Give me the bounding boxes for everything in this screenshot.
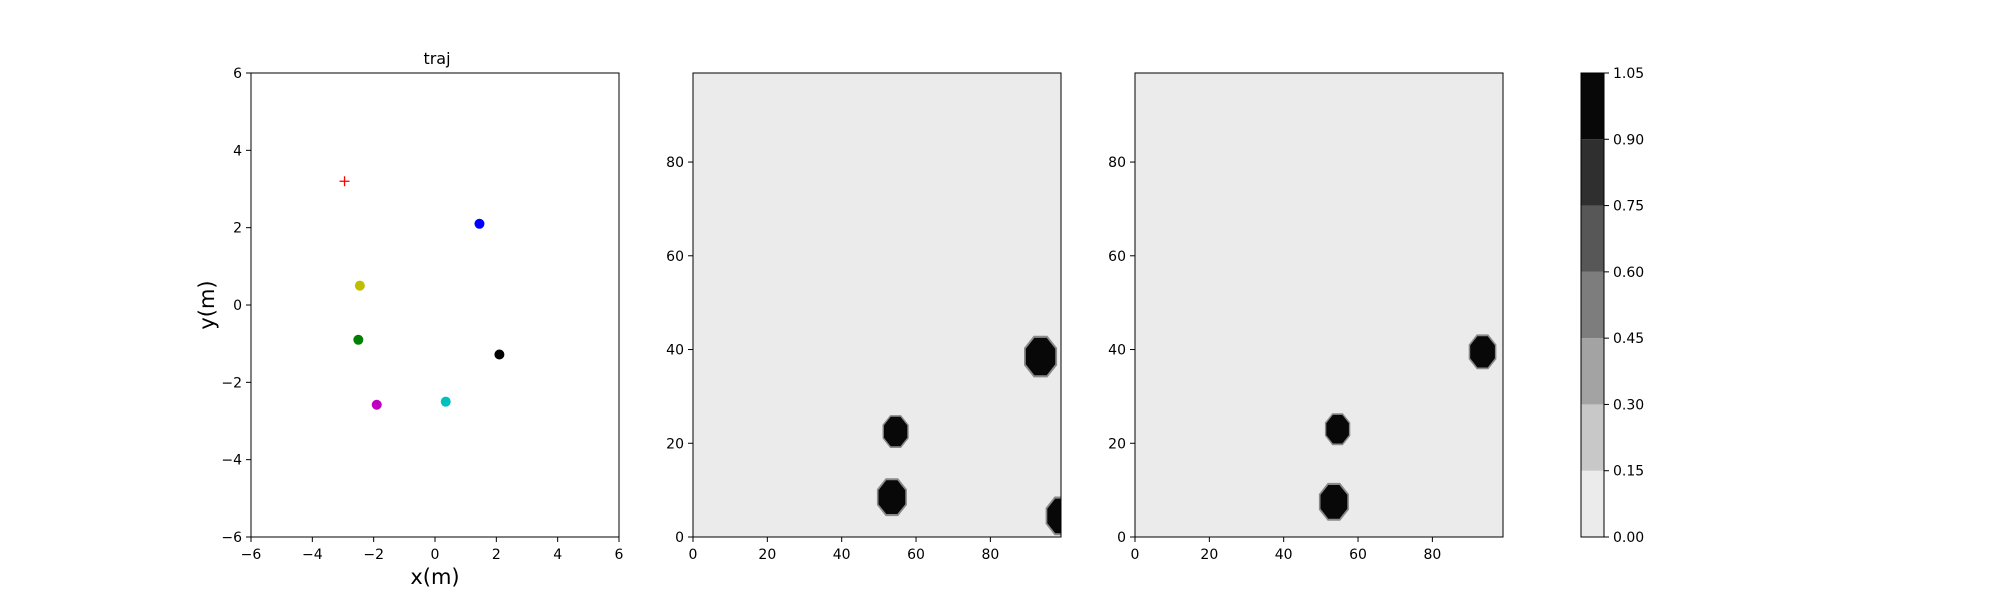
agent-point	[494, 349, 505, 360]
colorbar-band	[1581, 205, 1604, 272]
chart_data.0-x-tick-label: −2	[363, 547, 384, 563]
chart_data.1-y-tick-label: 0	[675, 530, 684, 546]
traj-title: traj	[423, 49, 450, 68]
colorbar-tick-label: 0.75	[1613, 199, 1644, 215]
chart_data.1-x-tick-label: 0	[689, 547, 698, 563]
traj-x-axis-label: x(m)	[410, 565, 459, 589]
colorbar-tick-label: 0.30	[1613, 397, 1644, 413]
agent-point	[474, 218, 485, 229]
obstacle-blob	[882, 415, 909, 448]
traj-y-axis-label: y(m)	[195, 280, 219, 329]
chart_data.0-x-tick-label: 6	[615, 547, 624, 563]
colorbar-band	[1581, 404, 1604, 471]
colorbar-tick-label: 0.60	[1613, 265, 1644, 281]
chart_data.0-y-tick-label: −2	[221, 375, 242, 391]
chart_data.2-y-tick-label: 40	[1108, 343, 1126, 359]
obstacle-blob	[1318, 482, 1349, 521]
colorbar-band	[1581, 139, 1604, 206]
chart_data.1-y-tick-label: 60	[666, 249, 684, 265]
chart_data.0-y-tick-label: 6	[233, 66, 242, 82]
chart_data.0-y-tick-label: 2	[233, 221, 242, 237]
map-b-plot-frame	[1134, 72, 1504, 538]
goal-marker	[339, 176, 350, 187]
chart_data.1-x-tick-label: 20	[758, 547, 776, 563]
map-b-subplot: 0 20 40 60 80 0 20 40 60 80	[1108, 72, 1504, 563]
chart_data.0-y-tick-label: 0	[233, 298, 242, 314]
chart_data.2-y-tick-label: 80	[1108, 155, 1126, 171]
chart_data.2-y-tick-label: 0	[1117, 530, 1126, 546]
colorbar: 0.00 0.15 0.30 0.45 0.60 0.75 0.90 1.05	[1580, 66, 1644, 546]
chart_data.1-y-tick-label: 40	[666, 343, 684, 359]
obstacle-blob	[1024, 335, 1058, 378]
chart_data.1-x-tick-label: 60	[907, 547, 925, 563]
chart_data.2-x-tick-label: 60	[1349, 547, 1367, 563]
agent-point	[354, 280, 365, 291]
chart_data.2-y-tick-label: 60	[1108, 249, 1126, 265]
chart_data.0-y-tick-label: −6	[221, 530, 242, 546]
traj-marks	[339, 176, 505, 410]
colorbar-band	[1581, 271, 1604, 339]
colorbar-tick-label: 0.00	[1613, 530, 1644, 546]
chart_data.2-x-tick-label: 40	[1275, 547, 1293, 563]
traj-y-axis: −6 −4 −2 0 2 4 6	[221, 66, 251, 546]
obstacle-blob	[1045, 496, 1061, 536]
colorbar-tick-label: 0.45	[1613, 331, 1644, 347]
chart_data.0-y-tick-label: 4	[233, 143, 242, 159]
colorbar-bands	[1581, 73, 1604, 537]
chart_data.1-y-tick-label: 80	[666, 155, 684, 171]
agent-point	[440, 396, 451, 407]
map-a-x-axis: 0 20 40 60 80	[689, 537, 999, 563]
obstacle-blob	[876, 478, 907, 517]
map-a-y-axis: 0 20 40 60 80	[666, 155, 693, 546]
map-a-subplot: 0 20 40 60 80 0 20 40 60 80	[666, 72, 1062, 563]
chart_data.2-x-tick-label: 20	[1200, 547, 1218, 563]
traj-plot-frame	[250, 72, 620, 538]
traj-x-axis: −6 −4 −2 0 2 4 6	[241, 537, 624, 563]
chart_data.0-x-tick-label: 2	[492, 547, 501, 563]
map-a-marks	[876, 335, 1061, 536]
colorbar-tick-label: 0.90	[1613, 132, 1644, 148]
obstacle-blob	[1324, 413, 1351, 446]
colorbar-band	[1581, 338, 1604, 405]
agent-point	[353, 334, 364, 345]
chart_data.0-x-tick-label: −4	[302, 547, 323, 563]
map-b-marks	[1318, 334, 1497, 521]
colorbar-band	[1581, 470, 1604, 537]
chart_data.1-x-tick-label: 40	[833, 547, 851, 563]
colorbar-tick-label: 0.15	[1613, 464, 1644, 480]
chart_data.1-y-tick-label: 20	[666, 436, 684, 452]
map-b-x-axis: 0 20 40 60 80	[1131, 537, 1441, 563]
agent-point	[371, 399, 382, 410]
colorbar-band	[1581, 73, 1604, 140]
traj-subplot: traj −6 −4 −2 0 2 4 6 −6 −4 −2 0 2 4 6 x(m) y(m)	[195, 49, 624, 589]
chart_data.0-x-tick-label: 0	[431, 547, 440, 563]
chart_data.0-x-tick-label: −6	[241, 547, 262, 563]
colorbar-tick-label: 1.05	[1613, 66, 1644, 82]
map-a-background	[693, 73, 1061, 537]
chart_data.1-x-tick-label: 80	[981, 547, 999, 563]
map-b-background	[1135, 73, 1503, 537]
map-a-plot-frame	[692, 72, 1062, 538]
chart_data.2-y-tick-label: 20	[1108, 436, 1126, 452]
colorbar-axis: 0.00 0.15 0.30 0.45 0.60 0.75 0.90 1.05	[1604, 66, 1644, 546]
chart_data.2-x-tick-label: 80	[1423, 547, 1441, 563]
chart_data.0-y-tick-label: −4	[221, 453, 242, 469]
obstacle-blob	[1468, 334, 1497, 370]
colorbar-frame	[1580, 72, 1605, 538]
chart_data.2-x-tick-label: 0	[1131, 547, 1140, 563]
chart_data.0-x-tick-label: 4	[553, 547, 562, 563]
map-b-y-axis: 0 20 40 60 80	[1108, 155, 1135, 546]
